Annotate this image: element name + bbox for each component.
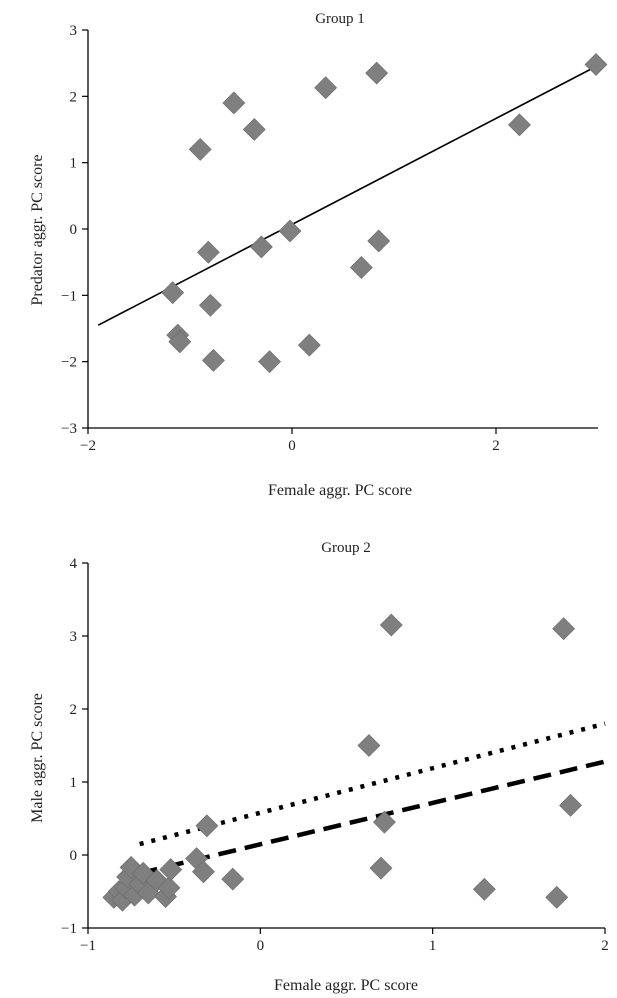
y-tick-label: −3 — [61, 421, 77, 437]
y-tick-label: 1 — [70, 775, 78, 791]
fit-lines — [139, 721, 606, 876]
data-point-diamond — [584, 53, 608, 76]
data-point-diamond — [249, 235, 273, 259]
x-tick-label: −2 — [80, 438, 96, 454]
x-axis-title: Female aggr. PC score — [268, 482, 412, 499]
data-point-diamond — [552, 617, 576, 641]
y-tick-label: 0 — [70, 222, 78, 238]
data-point-diamond — [192, 860, 215, 884]
regression-line-dotted — [139, 721, 606, 847]
y-tick-label: 3 — [70, 629, 78, 645]
chart-group-2: Group 2 Female aggr. PC score Male aggr.… — [29, 540, 609, 994]
data-point-diamond — [157, 876, 181, 900]
data-point-diamond — [202, 348, 225, 372]
data-point-diamond — [196, 240, 220, 264]
y-tick-label: 2 — [70, 89, 78, 105]
y-tick-label: 3 — [70, 23, 78, 39]
y-axis-title: Predator aggr. PC score — [29, 154, 46, 305]
data-point-diamond — [297, 333, 321, 357]
y-tick-label: 0 — [70, 848, 78, 864]
data-point-diamond — [367, 229, 391, 253]
data-point-diamond — [161, 281, 185, 305]
data-point-diamond — [369, 856, 393, 880]
y-tick-label: 2 — [70, 702, 78, 718]
data-point-diamond — [198, 293, 222, 317]
data-point-diamond — [159, 858, 183, 882]
y-tick-label: −2 — [61, 355, 77, 371]
chart-title: Group 1 — [315, 11, 365, 27]
data-point-diamond — [168, 330, 192, 354]
regression-line-solid — [97, 65, 597, 326]
data-point-diamond — [258, 350, 281, 374]
data-point-diamond — [222, 91, 246, 115]
y-axis-title: Male aggr. PC score — [29, 693, 46, 823]
x-tick-label: −1 — [80, 938, 96, 954]
data-point-diamond — [508, 113, 531, 137]
fit-lines — [97, 65, 597, 326]
x-tick-label: 0 — [288, 438, 296, 454]
data-point-diamond — [221, 867, 245, 891]
x-axis-title: Female aggr. PC score — [274, 977, 418, 994]
chart-title: Group 2 — [321, 540, 371, 556]
y-tick-label: 1 — [70, 156, 78, 172]
data-point-diamond — [357, 734, 381, 757]
x-tick-label: 2 — [601, 938, 609, 954]
data-point-diamond — [314, 76, 338, 100]
data-point-diamond — [379, 613, 403, 637]
data-point-diamond — [188, 137, 212, 161]
data-point-diamond — [372, 810, 396, 834]
x-tick-label: 1 — [429, 938, 437, 954]
x-tick-label: 2 — [492, 438, 500, 454]
data-point-diamond — [559, 793, 582, 817]
data-point-diamond — [365, 61, 389, 85]
data-points — [102, 613, 582, 912]
data-point-diamond — [242, 118, 266, 141]
x-tick-label: 0 — [257, 938, 265, 954]
data-point-diamond — [545, 885, 569, 909]
data-point-diamond — [195, 814, 219, 838]
y-tick-label: 4 — [70, 556, 78, 572]
tick-group: −1 0 1 2 −1 0 1 2 3 4 — [61, 556, 609, 954]
chart-group-1: Group 1 Female aggr. PC score Predator a… — [29, 11, 608, 499]
y-tick-label: −1 — [61, 288, 77, 304]
y-tick-label: −1 — [61, 921, 77, 937]
data-point-diamond — [349, 256, 373, 279]
data-point-diamond — [472, 877, 496, 901]
data-points — [161, 53, 608, 374]
data-point-diamond — [278, 219, 302, 243]
